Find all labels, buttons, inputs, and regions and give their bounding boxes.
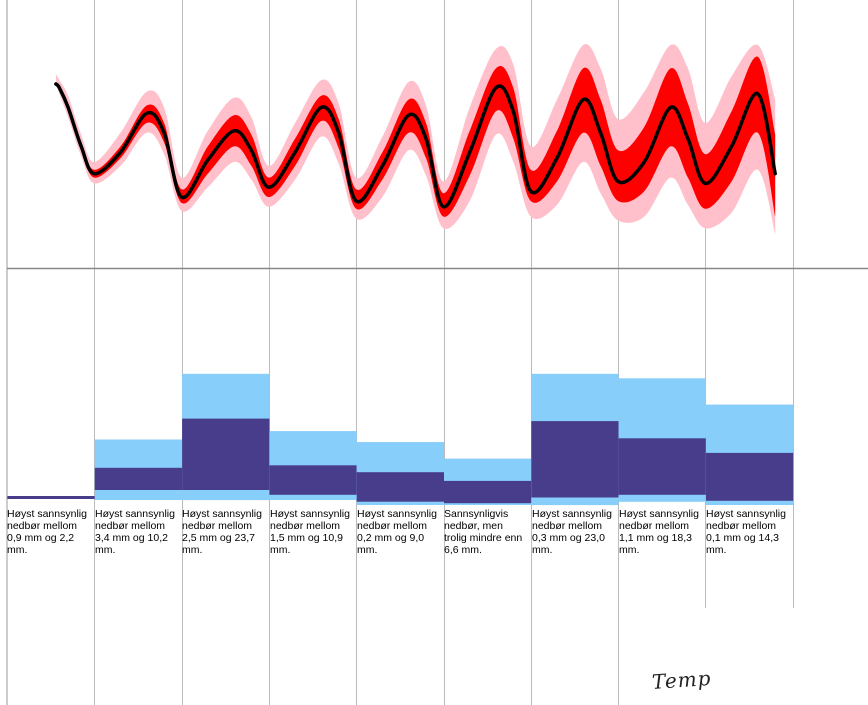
day-description: Høyst sannsynlig nedbør mellom 1,5 mm og…: [270, 508, 350, 556]
precip-likely-bar: [444, 480, 532, 504]
day-description: Høyst sannsynlig nedbør mellom 0,9 mm og…: [7, 508, 87, 556]
precip-likely-bar: [618, 438, 706, 495]
grid-lines: [6, 0, 868, 705]
precip-likely-bar: [7, 496, 95, 499]
day-description: Sannsynligvis nedbør, men trolig mindre …: [444, 508, 523, 556]
median-temperature-line: [54, 82, 777, 209]
day-description: Høyst sannsynlig nedbør mellom 2,5 mm og…: [182, 508, 262, 556]
precip-likely-bar: [269, 465, 357, 495]
precip-likely-bar: [356, 472, 444, 502]
precip-likely-bar: [531, 421, 619, 498]
day-description: Høyst sannsynlig nedbør mellom 0,3 mm og…: [532, 508, 612, 556]
temperature-chart: [54, 44, 777, 235]
precipitation-chart: [7, 373, 794, 506]
precip-likely-bar: [94, 467, 183, 490]
day-description: Høyst sannsynlig nedbør mellom 3,4 mm og…: [95, 508, 175, 556]
precip-likely-bar: [705, 452, 794, 501]
handwritten-note: Temp: [651, 665, 713, 695]
day-description: Høyst sannsynlig nedbør mellom 0,2 mm og…: [357, 508, 437, 556]
precip-likely-bar: [182, 418, 270, 490]
day-description: Høyst sannsynlig nedbør mellom 0,1 mm og…: [706, 508, 786, 556]
overlay-panel: [631, 610, 868, 705]
day-description: Høyst sannsynlig nedbør mellom 1,1 mm og…: [619, 508, 699, 556]
inner-uncertainty-band: [55, 56, 776, 217]
